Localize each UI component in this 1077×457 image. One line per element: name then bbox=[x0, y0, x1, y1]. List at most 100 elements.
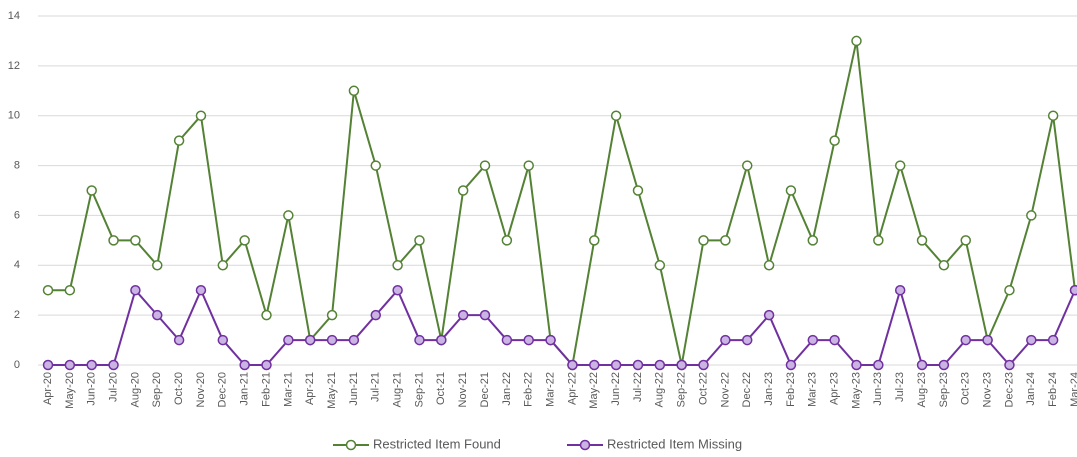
y-tick-label: 12 bbox=[8, 60, 20, 72]
x-tick-label: Jan-22 bbox=[501, 372, 513, 406]
data-point bbox=[829, 135, 840, 146]
x-tick-label: Sep-20 bbox=[151, 372, 163, 407]
x-tick-label: Jan-24 bbox=[1025, 372, 1037, 406]
legend-label: Restricted Item Missing bbox=[607, 436, 742, 451]
data-point bbox=[414, 235, 425, 246]
data-point bbox=[720, 334, 731, 346]
x-tick-label: Mar-24 bbox=[1069, 372, 1077, 407]
x-tick-label: May-23 bbox=[850, 372, 862, 409]
data-point bbox=[370, 309, 382, 321]
data-point bbox=[567, 359, 578, 371]
data-point bbox=[283, 334, 294, 346]
data-point bbox=[676, 359, 687, 371]
data-point bbox=[392, 260, 403, 271]
y-tick-label: 8 bbox=[14, 159, 20, 171]
x-tick-label: Oct-20 bbox=[173, 372, 185, 405]
x-tick-label: Oct-23 bbox=[960, 372, 972, 405]
series-line bbox=[48, 286, 1076, 367]
x-tick-label: Sep-23 bbox=[938, 372, 950, 407]
x-tick-label: Dec-22 bbox=[741, 372, 753, 407]
x-tick-label: Feb-23 bbox=[785, 372, 797, 407]
x-tick-label: Sep-22 bbox=[676, 372, 688, 407]
data-point bbox=[479, 160, 491, 171]
data-point bbox=[42, 284, 54, 296]
x-tick-label: Feb-21 bbox=[260, 372, 272, 407]
data-point bbox=[239, 235, 250, 246]
x-tick-label: Jan-23 bbox=[763, 372, 775, 406]
x-tick-label: May-21 bbox=[326, 372, 338, 409]
data-point bbox=[370, 160, 382, 171]
data-point bbox=[479, 309, 491, 321]
data-point bbox=[894, 160, 906, 171]
data-point bbox=[894, 284, 906, 296]
x-tick-label: May-20 bbox=[64, 372, 76, 409]
data-point bbox=[283, 210, 294, 221]
x-tick-label: Aug-21 bbox=[392, 372, 404, 407]
data-point bbox=[326, 334, 338, 346]
x-tick-label: Nov-22 bbox=[719, 372, 731, 407]
data-point bbox=[873, 235, 884, 246]
data-point bbox=[436, 334, 447, 346]
data-point bbox=[86, 185, 97, 196]
x-tick-label: Nov-21 bbox=[457, 372, 469, 407]
y-tick-label: 6 bbox=[14, 209, 20, 221]
data-point bbox=[1026, 334, 1037, 346]
x-tick-label: Jul-22 bbox=[632, 372, 644, 402]
data-point bbox=[960, 334, 971, 346]
data-point bbox=[589, 235, 600, 246]
data-point bbox=[130, 284, 141, 296]
data-point bbox=[152, 260, 163, 271]
x-tick-label: Sep-21 bbox=[413, 372, 425, 407]
x-tick-label: Feb-24 bbox=[1047, 372, 1059, 407]
data-point bbox=[610, 110, 622, 121]
data-point bbox=[195, 110, 207, 121]
x-tick-label: Apr-20 bbox=[42, 372, 54, 405]
x-tick-label: Jun-20 bbox=[86, 372, 98, 406]
data-point bbox=[523, 334, 534, 346]
x-tick-label: May-22 bbox=[588, 372, 600, 409]
data-point bbox=[130, 235, 141, 246]
x-tick-label: Jun-22 bbox=[610, 372, 622, 406]
data-point bbox=[851, 35, 862, 47]
data-point bbox=[217, 260, 229, 271]
data-point bbox=[1004, 359, 1015, 371]
x-tick-label: Nov-23 bbox=[982, 372, 994, 407]
y-tick-label: 14 bbox=[8, 10, 20, 22]
data-point bbox=[108, 359, 119, 371]
data-point bbox=[173, 334, 185, 346]
data-point bbox=[938, 359, 950, 371]
data-point bbox=[916, 359, 928, 371]
legend-marker bbox=[579, 439, 591, 451]
data-point bbox=[239, 359, 250, 371]
data-point bbox=[632, 185, 644, 196]
data-point bbox=[108, 235, 119, 246]
series-line bbox=[48, 40, 1076, 368]
data-point bbox=[589, 359, 600, 371]
x-tick-label: Mar-22 bbox=[544, 372, 556, 407]
data-point bbox=[1047, 110, 1059, 121]
data-point bbox=[261, 359, 272, 371]
data-point bbox=[523, 160, 534, 171]
y-tick-label: 10 bbox=[8, 110, 20, 122]
x-tick-label: Mar-23 bbox=[807, 372, 819, 407]
x-tick-label: Jul-20 bbox=[107, 372, 119, 402]
x-tick-label: Jul-21 bbox=[370, 372, 382, 402]
data-point bbox=[1047, 334, 1059, 346]
y-tick-label: 0 bbox=[14, 359, 20, 371]
legend: Restricted Item Found Restricted Item Mis… bbox=[333, 436, 742, 451]
data-point bbox=[348, 85, 360, 97]
x-tick-label: Jul-23 bbox=[894, 372, 906, 402]
x-tick-label: Dec-21 bbox=[479, 372, 491, 407]
x-tick-label: Aug-23 bbox=[916, 372, 928, 407]
data-point bbox=[698, 359, 709, 371]
data-point bbox=[457, 309, 469, 321]
legend-label: Restricted Item Found bbox=[373, 436, 501, 451]
x-tick-label: Apr-21 bbox=[304, 372, 316, 405]
data-point bbox=[807, 334, 819, 346]
data-point bbox=[873, 359, 884, 371]
data-point bbox=[763, 260, 775, 271]
data-point bbox=[829, 334, 840, 346]
x-tick-label: Apr-23 bbox=[829, 372, 841, 405]
x-tick-label: Nov-20 bbox=[195, 372, 207, 407]
